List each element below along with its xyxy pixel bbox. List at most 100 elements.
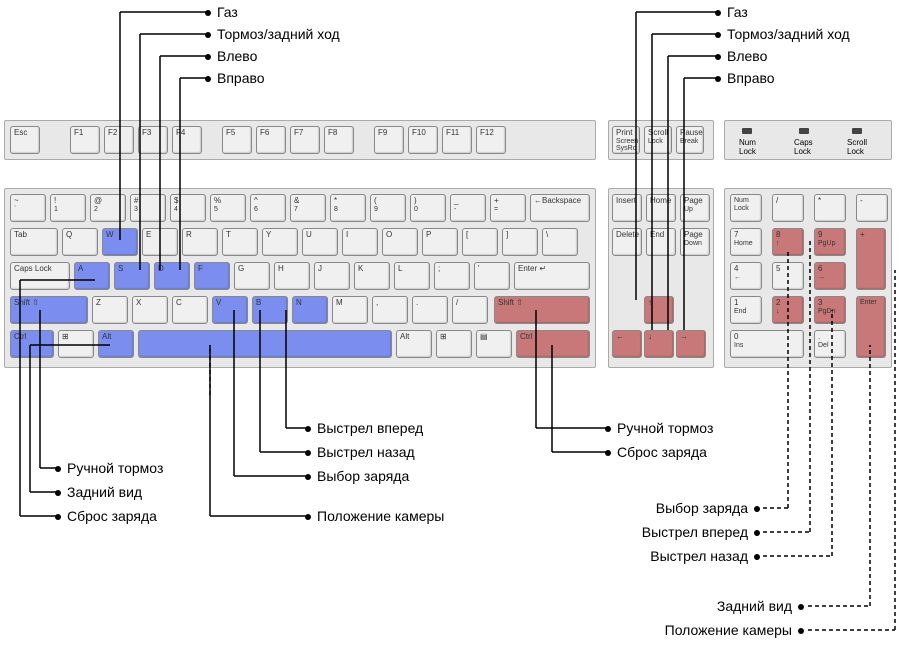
key-nav1-2: PageUp (680, 194, 710, 222)
key-\: \ (542, 228, 578, 256)
callout-fire-back: Выстрел назад (305, 444, 415, 460)
key-menu: ▤ (476, 330, 512, 358)
key-numtop-0: / (772, 194, 804, 222)
key-num-3: #3 (130, 194, 166, 222)
key-r: R (182, 228, 218, 256)
callout-rearview-r: Задний вид (679, 598, 804, 614)
key-num-2: @2 (90, 194, 126, 222)
callout-handbrake-r: Ручной тормоз (605, 420, 713, 436)
key-m: M (332, 296, 368, 324)
callout-brake-l: Тормоз/задний ход (205, 26, 340, 42)
key-h: H (274, 262, 310, 290)
callout-rearview-l: Задний вид (55, 484, 142, 500)
key-a: A (74, 262, 110, 290)
key-numenter: Enter (856, 296, 886, 358)
key-f7: F7 (290, 126, 320, 154)
callout-fire-back-r: Выстрел назад (625, 548, 760, 564)
key-sys-0: PrintScreenSysRq (612, 126, 640, 154)
key-num-10: )0 (410, 194, 446, 222)
key-;: ; (434, 262, 470, 290)
key-j: J (314, 262, 350, 290)
key-num-9: (9 (370, 194, 406, 222)
key-space (138, 330, 392, 358)
key-f10: F10 (408, 126, 438, 154)
key-numplus: + (856, 228, 886, 290)
key-tab: Tab (10, 228, 58, 256)
key-capslock: Caps Lock (10, 262, 70, 290)
led-scrolllock: Scroll Lock (847, 138, 867, 156)
key-left: ← (612, 330, 642, 358)
key-nav2-1: End (646, 228, 676, 256)
key-num-0: ~` (10, 194, 46, 222)
key-right: → (676, 330, 706, 358)
key-nav2-2: PageDown (680, 228, 710, 256)
callout-right-l: Вправо (205, 70, 265, 86)
key-u: U (302, 228, 338, 256)
key-numtop-1: * (814, 194, 846, 222)
key-n10: 1End (730, 296, 762, 324)
key-ctrl-l: Ctrl (10, 330, 54, 358)
key-num-1: !1 (50, 194, 86, 222)
key-c: C (172, 296, 208, 324)
key-n: N (292, 296, 328, 324)
key-n41: 5 (772, 262, 804, 290)
key-f1: F1 (70, 126, 100, 154)
key-backspace: ←Backspace (530, 194, 590, 222)
key-num0: 0Ins (730, 330, 804, 358)
key-n70: 7Home (730, 228, 762, 256)
callout-brake-r: Тормоз/задний ход (715, 26, 850, 42)
key-p: P (422, 228, 458, 256)
key-z: Z (92, 296, 128, 324)
key-numtop-2: - (856, 194, 888, 222)
key-n71: 8↑ (772, 228, 804, 256)
callout-fire-fwd: Выстрел вперед (305, 420, 423, 436)
key-f5: F5 (222, 126, 252, 154)
key-n72: 9PgUp (814, 228, 846, 256)
key-y: Y (262, 228, 298, 256)
key-shift-r: Shift ⇧ (494, 296, 590, 324)
callout-reset-l: Сброс заряда (55, 508, 157, 524)
key-num-6: ^6 (250, 194, 286, 222)
led-capslock: Caps Lock (794, 138, 813, 156)
key-l: L (394, 262, 430, 290)
key-g: G (234, 262, 270, 290)
key-f8: F8 (324, 126, 354, 154)
callout-handbrake-l: Ручной тормоз (55, 460, 163, 476)
callout-reset-r: Сброс заряда (605, 444, 707, 460)
callout-right-r2: Вправо (715, 70, 775, 86)
key-f3: F3 (138, 126, 168, 154)
key-up: ↑ (644, 296, 674, 324)
key-num-4: $4 (170, 194, 206, 222)
callout-left-r2: Влево (715, 48, 767, 64)
key-f9: F9 (374, 126, 404, 154)
key-x: X (132, 296, 168, 324)
callout-camera-r: Положение камеры (614, 622, 804, 638)
key-f4: F4 (172, 126, 202, 154)
key-win-l: ⊞ (58, 330, 94, 358)
key-f: F (194, 262, 230, 290)
key-n42: 6→ (814, 262, 846, 290)
key-,: , (372, 296, 408, 324)
key-t: T (222, 228, 258, 256)
led-numlock: Num Lock (739, 138, 756, 156)
key-n40: 4← (730, 262, 762, 290)
key-nav1-0: Insert (612, 194, 642, 222)
callout-left-l: Влево (205, 48, 257, 64)
key-/: / (452, 296, 488, 324)
key-f6: F6 (256, 126, 286, 154)
callout-gas-l: Газ (205, 4, 238, 20)
key-n11: 2↓ (772, 296, 804, 324)
callout-gas-r: Газ (715, 4, 748, 20)
callout-camera-l: Положение камеры (305, 508, 444, 524)
key-esc: Esc (10, 126, 40, 154)
key-win-r: ⊞ (436, 330, 472, 358)
key-alt-r: Alt (396, 330, 432, 358)
key-num-11: _- (450, 194, 486, 222)
key-f11: F11 (442, 126, 472, 154)
key-enter: Enter ↵ (514, 262, 590, 290)
key-nav2-0: Delete (612, 228, 642, 256)
key-alt-l: Alt (98, 330, 134, 358)
key-down: ↓ (644, 330, 674, 358)
key-f12: F12 (476, 126, 506, 154)
key-k: K (354, 262, 390, 290)
